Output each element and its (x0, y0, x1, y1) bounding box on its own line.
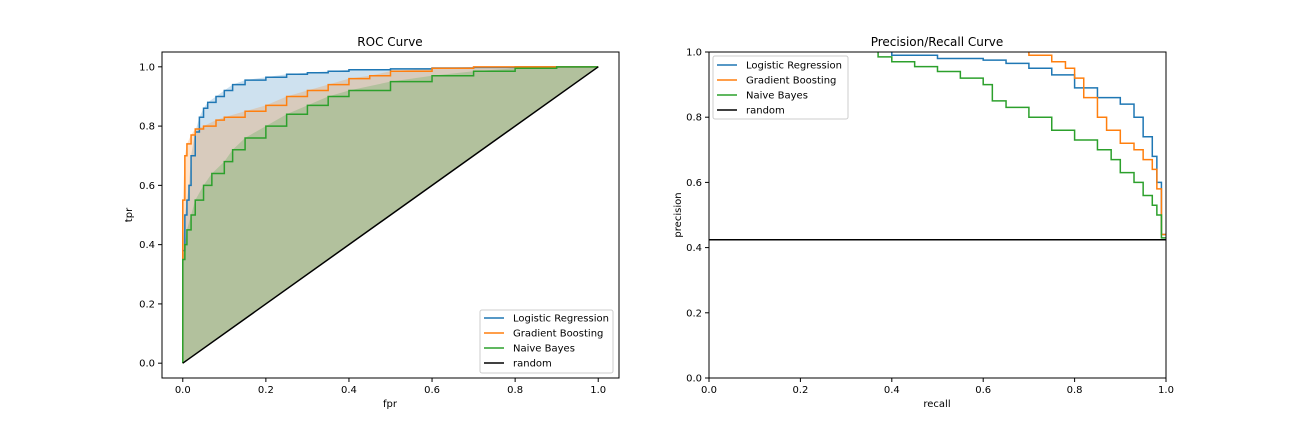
roc-x-tick-label: 0.6 (424, 385, 440, 396)
pr-y-axis-label: precision (673, 192, 684, 237)
pr-x-tick-label: 0.2 (792, 385, 808, 396)
pr-line-naive-bayes (877, 52, 1166, 239)
roc-legend-label-naive-bayes: Naive Bayes (513, 344, 575, 355)
pr-legend-label-random: random (746, 106, 785, 117)
roc-x-tick-label: 0.0 (175, 385, 191, 396)
roc-x-axis-label: fpr (383, 399, 398, 410)
roc-y-tick-label: 0.6 (139, 181, 155, 192)
roc-y-tick-label: 0.4 (139, 240, 155, 251)
roc-series-lines (182, 66, 599, 364)
roc-line-random (182, 66, 599, 364)
roc-legend-label-logistic-regression: Logistic Regression (513, 314, 609, 325)
roc-legend-label-gradient-boosting: Gradient Boosting (513, 329, 603, 340)
roc-line-naive-bayes (182, 66, 599, 364)
roc-y-axis-label: tpr (124, 207, 135, 222)
pr-y-tick-label: 0.2 (686, 308, 702, 319)
pr-x-ticks: 0.0 0.2 0.4 0.6 0.8 1.0 (701, 378, 1174, 396)
pr-plot-frame (708, 51, 1167, 379)
pr-x-axis-label: recall (923, 399, 950, 410)
pr-line-gradient-boosting (1028, 52, 1166, 236)
pr-y-tick-label: 0.8 (686, 113, 702, 124)
pr-y-ticks: 0.0 0.2 0.4 0.6 0.8 1.0 (686, 48, 709, 385)
roc-y-ticks: 0.0 0.2 0.4 0.6 0.8 1.0 (139, 62, 162, 370)
roc-chart: ROC Curve 0.0 0.2 0.4 0.6 0.8 1.0 0.00.20.40.… (124, 35, 620, 410)
roc-legend-entries: Logistic Regression Gradient Boosting Naiv… (484, 314, 609, 370)
roc-plot-frame (161, 51, 620, 379)
pr-legend-box (712, 55, 849, 120)
roc-legend-label-random: random (513, 359, 552, 370)
pr-legend-entries: Logistic Regression Gradient Boosting Naiv… (717, 61, 842, 117)
roc-x-tick-label: 0.2 (258, 385, 274, 396)
roc-legend-box (479, 309, 614, 374)
pr-chart-title: Precision/Recall Curve (871, 35, 1004, 49)
pr-series-lines (709, 52, 1166, 241)
pr-x-tick-label: 1.0 (1158, 385, 1174, 396)
roc-legend: Logistic Regression Gradient Boosting Naiv… (479, 309, 614, 374)
pr-y-tick-label: 0.6 (686, 178, 702, 189)
roc-x-ticks: 0.0 0.2 0.4 0.6 0.8 1.0 (175, 378, 606, 396)
pr-legend: Logistic Regression Gradient Boosting Naiv… (712, 55, 849, 120)
pr-legend-label-naive-bayes: Naive Bayes (746, 91, 808, 102)
pr-x-tick-label: 0.8 (1067, 385, 1083, 396)
pr-x-tick-label: 0.0 (701, 385, 717, 396)
roc-y-tick-label: 0.0 (139, 359, 155, 370)
pr-y-tick-label: 0.0 (686, 374, 702, 385)
pr-chart: Precision/Recall Curve 0.0 0.2 0.4 0.6 0.8 1.… (673, 35, 1174, 410)
roc-x-tick-label: 0.4 (341, 385, 357, 396)
pr-x-tick-label: 0.4 (884, 385, 900, 396)
pr-legend-label-logistic-regression: Logistic Regression (746, 61, 842, 72)
roc-y-tick-label: 0.8 (139, 122, 155, 133)
roc-line-gradient-boosting (182, 66, 599, 364)
roc-chart-title: ROC Curve (357, 35, 422, 49)
roc-y-tick-label: 1.0 (139, 62, 155, 73)
roc-y-tick-label: 0.2 (139, 299, 155, 310)
pr-line-logistic-regression (891, 52, 1166, 236)
pr-legend-label-gradient-boosting: Gradient Boosting (746, 76, 836, 87)
pr-y-tick-label: 1.0 (686, 48, 702, 59)
pr-x-tick-label: 0.6 (975, 385, 991, 396)
roc-line-logistic-regression (182, 66, 599, 364)
roc-x-tick-label: 1.0 (590, 385, 606, 396)
pr-y-tick-label: 0.4 (686, 243, 702, 254)
roc-x-tick-label: 0.8 (507, 385, 523, 396)
